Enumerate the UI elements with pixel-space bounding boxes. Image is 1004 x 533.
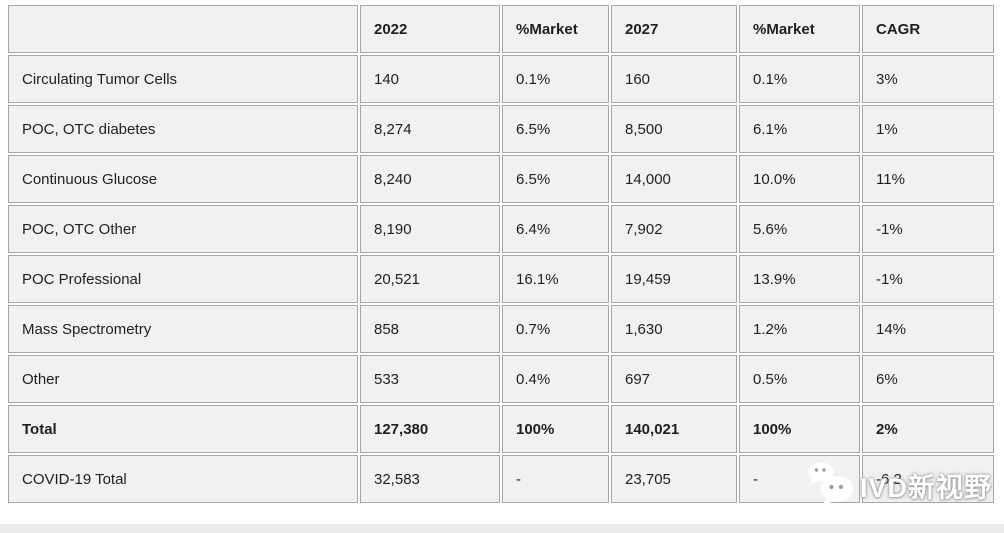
table-body: Circulating Tumor Cells 140 0.1% 160 0.1% 3% P… — [8, 55, 994, 503]
value-cell: 127,380 — [360, 405, 500, 453]
value-cell: 13.9% — [739, 255, 860, 303]
value-cell: -1% — [862, 205, 994, 253]
value-cell: 6.5% — [502, 155, 609, 203]
row-label-cell: POC, OTC diabetes — [8, 105, 358, 153]
value-cell: - — [502, 455, 609, 503]
value-cell: 8,190 — [360, 205, 500, 253]
value-cell: 140,021 — [611, 405, 737, 453]
row-label-cell: COVID-19 Total — [8, 455, 358, 503]
table-header: 2022 %Market 2027 %Market CAGR — [8, 5, 994, 53]
value-cell: 14,000 — [611, 155, 737, 203]
value-cell: 16.1% — [502, 255, 609, 303]
table-row: Mass Spectrometry 858 0.7% 1,630 1.2% 14% — [8, 305, 994, 353]
value-cell: 8,500 — [611, 105, 737, 153]
header-cell: 2022 — [360, 5, 500, 53]
row-label-cell: POC, OTC Other — [8, 205, 358, 253]
value-cell: 1% — [862, 105, 994, 153]
header-cell: CAGR — [862, 5, 994, 53]
row-label-cell: Mass Spectrometry — [8, 305, 358, 353]
value-cell: 32,583 — [360, 455, 500, 503]
value-cell: 140 — [360, 55, 500, 103]
value-cell: 6% — [862, 355, 994, 403]
value-cell: 14% — [862, 305, 994, 353]
value-cell: 20,521 — [360, 255, 500, 303]
value-cell: 10.0% — [739, 155, 860, 203]
value-cell: 11% — [862, 155, 994, 203]
value-cell: 3% — [862, 55, 994, 103]
row-label-cell: Circulating Tumor Cells — [8, 55, 358, 103]
value-cell: 5.6% — [739, 205, 860, 253]
value-cell: 0.1% — [739, 55, 860, 103]
value-cell: 697 — [611, 355, 737, 403]
table-row: Circulating Tumor Cells 140 0.1% 160 0.1% 3% — [8, 55, 994, 103]
row-label-cell: Other — [8, 355, 358, 403]
header-cell: %Market — [739, 5, 860, 53]
row-label-cell: POC Professional — [8, 255, 358, 303]
value-cell: 6.5% — [502, 105, 609, 153]
header-row: 2022 %Market 2027 %Market CAGR — [8, 5, 994, 53]
value-cell: 23,705 — [611, 455, 737, 503]
table-row: Other 533 0.4% 697 0.5% 6% — [8, 355, 994, 403]
value-cell: 6.4% — [502, 205, 609, 253]
value-cell: 8,240 — [360, 155, 500, 203]
value-cell: 1.2% — [739, 305, 860, 353]
table-row: Continuous Glucose 8,240 6.5% 14,000 10.0% 11… — [8, 155, 994, 203]
table-row: Total 127,380 100% 140,021 100% 2% — [8, 405, 994, 453]
value-cell: 19,459 — [611, 255, 737, 303]
row-label-cell: Continuous Glucose — [8, 155, 358, 203]
value-cell: 100% — [502, 405, 609, 453]
value-cell: 7,902 — [611, 205, 737, 253]
value-cell: 0.4% — [502, 355, 609, 403]
value-cell: 160 — [611, 55, 737, 103]
value-cell: 0.5% — [739, 355, 860, 403]
value-cell: 6.1% — [739, 105, 860, 153]
corner-header-cell — [8, 5, 358, 53]
value-cell: 858 — [360, 305, 500, 353]
value-cell: 1,630 — [611, 305, 737, 353]
table-row: POC, OTC Other 8,190 6.4% 7,902 5.6% -1% — [8, 205, 994, 253]
value-cell: -1% — [862, 255, 994, 303]
value-cell: 0.7% — [502, 305, 609, 353]
ivd-market-table: 2022 %Market 2027 %Market CAGR Circulating T… — [6, 3, 996, 505]
header-cell: 2027 — [611, 5, 737, 53]
value-cell: -6.2 — [862, 455, 994, 503]
table-row: COVID-19 Total 32,583-23,705- -6.2 — [8, 455, 994, 503]
footer-strip — [0, 524, 1004, 533]
value-cell: 100% — [739, 405, 860, 453]
value-cell: 0.1% — [502, 55, 609, 103]
value-cell: 2% — [862, 405, 994, 453]
value-cell: 533 — [360, 355, 500, 403]
table-row: POC Professional 20,521 16.1% 19,459 13.9% -1… — [8, 255, 994, 303]
value-cell: 8,274 — [360, 105, 500, 153]
header-cell: %Market — [502, 5, 609, 53]
table-row: POC, OTC diabetes 8,274 6.5% 8,500 6.1% 1% — [8, 105, 994, 153]
value-cell: - — [739, 455, 860, 503]
row-label-cell: Total — [8, 405, 358, 453]
